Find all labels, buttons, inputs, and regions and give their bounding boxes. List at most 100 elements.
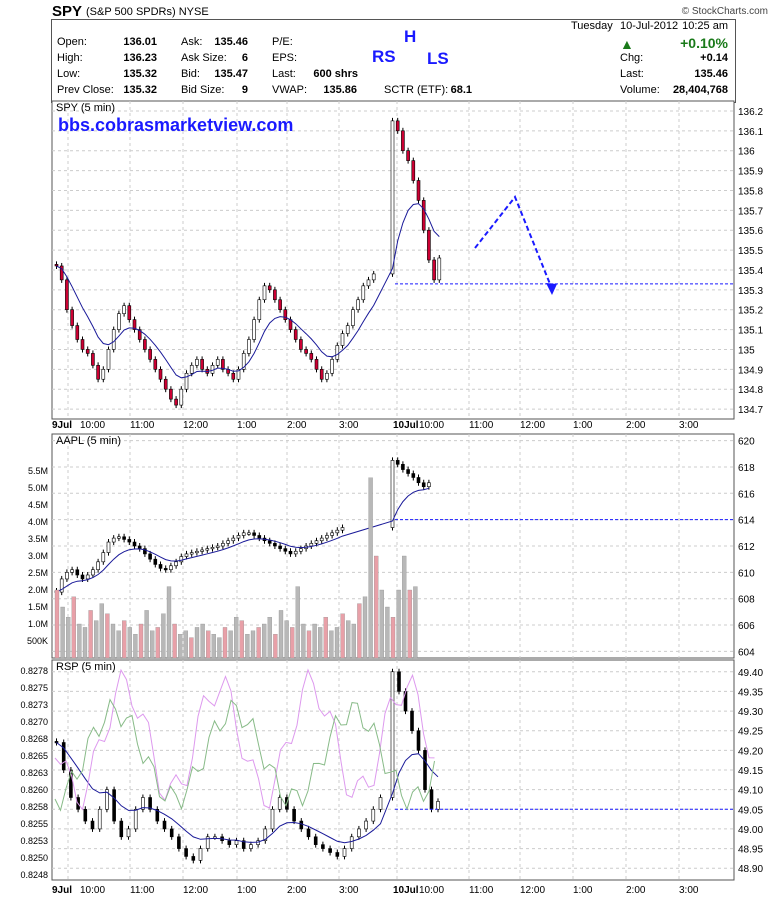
- volume-bar: [368, 477, 373, 659]
- y-tick-label: 604: [738, 647, 755, 658]
- candle: [210, 547, 215, 550]
- y-tick-label: 49.10: [738, 786, 763, 797]
- candle: [169, 828, 174, 838]
- x-tick-label: 1:00: [573, 885, 593, 896]
- candle: [90, 820, 95, 830]
- candle: [319, 537, 324, 542]
- candle: [132, 319, 137, 330]
- candle: [366, 279, 371, 287]
- y-tick-label: 620: [738, 437, 755, 448]
- candle: [163, 568, 168, 571]
- volume-bar: [116, 630, 121, 659]
- candle: [189, 552, 194, 555]
- y-tick-label: 135.1: [738, 326, 763, 337]
- arrow-head-icon: [546, 283, 557, 295]
- y-tick-label: 48.90: [738, 864, 763, 875]
- volume-bar: [256, 627, 261, 659]
- rs-label: RS: [372, 47, 396, 66]
- candle: [119, 820, 124, 838]
- volume-bar: [407, 589, 412, 659]
- candle: [153, 359, 158, 370]
- quote-label: Low:: [57, 68, 81, 80]
- candle: [421, 200, 426, 231]
- volume-bar: [77, 623, 82, 659]
- volume-bar: [323, 617, 328, 659]
- candle: [313, 836, 318, 845]
- volume-tick-label: 3.0M: [28, 551, 48, 561]
- candle: [195, 550, 199, 554]
- volume-bar: [239, 620, 244, 659]
- candle: [277, 797, 282, 810]
- quote-value: 136.01: [123, 36, 157, 48]
- website-watermark[interactable]: bbs.cobrasmarketview.com: [58, 115, 294, 135]
- x-tick-label: 11:00: [469, 885, 494, 896]
- volume-bar: [351, 623, 356, 659]
- volume-bar: [329, 630, 334, 659]
- volume-value: 28,404,768: [672, 84, 728, 96]
- volume-bar: [122, 620, 127, 659]
- x-tick-label: 9Jul: [52, 420, 72, 431]
- volume-bar: [346, 620, 351, 659]
- volume-bar: [105, 613, 110, 659]
- candle: [143, 548, 147, 555]
- candle: [236, 369, 241, 380]
- last-label: Last:: [620, 68, 644, 80]
- candle: [215, 359, 220, 366]
- x-tick-label: 1:00: [573, 420, 593, 431]
- brand-label[interactable]: © StockCharts.com: [681, 6, 768, 17]
- volume-bar: [127, 627, 132, 659]
- candle: [292, 808, 296, 822]
- rsp-left-tick-label: 0.8258: [20, 802, 48, 812]
- volume-bar: [60, 606, 65, 659]
- candle: [371, 808, 376, 822]
- volume-bar: [250, 630, 256, 659]
- quote-label: High:: [57, 52, 83, 64]
- volume-tick-label: 4.5M: [28, 500, 48, 510]
- candle: [97, 808, 102, 830]
- volume-bar: [228, 630, 233, 659]
- candle: [267, 285, 272, 291]
- candle: [429, 789, 434, 810]
- volume-tick-label: 1.0M: [28, 619, 48, 629]
- volume-bar: [183, 630, 188, 659]
- candle: [241, 353, 246, 370]
- time: 10:25 am: [682, 20, 728, 32]
- volume-bar: [194, 627, 200, 659]
- y-tick-label: 49.30: [738, 707, 763, 718]
- candle: [278, 299, 282, 310]
- candle: [70, 569, 74, 573]
- rsp-left-tick-label: 0.8268: [20, 734, 48, 744]
- y-tick-label: 608: [738, 595, 755, 606]
- x-tick-label: 9Jul: [52, 885, 72, 896]
- x-tick-label: 10:00: [419, 885, 444, 896]
- volume-tick-label: 2.0M: [28, 585, 48, 595]
- candle: [200, 359, 204, 370]
- quote-value: 9: [241, 84, 248, 96]
- candle: [390, 120, 395, 275]
- date: 10-Jul-2012: [620, 20, 679, 32]
- volume-bar: [166, 586, 172, 659]
- candle: [54, 264, 59, 267]
- candle: [91, 353, 95, 366]
- x-tick-label: 11:00: [130, 420, 155, 431]
- volume-bar: [390, 617, 396, 659]
- candle: [234, 840, 239, 845]
- candle: [411, 160, 416, 181]
- panel-title: SPY (5 min): [56, 102, 115, 114]
- candle: [416, 477, 421, 484]
- candle: [61, 742, 66, 771]
- y-tick-label: 135.2: [738, 306, 763, 317]
- candle: [169, 565, 173, 571]
- candle: [371, 273, 376, 281]
- candle: [158, 369, 163, 380]
- volume-bar: [138, 623, 144, 659]
- rsp-left-tick-label: 0.8275: [20, 683, 48, 693]
- up-arrow-icon: ▲: [620, 36, 634, 52]
- candle: [205, 836, 210, 849]
- candle: [191, 856, 196, 861]
- candle: [270, 808, 275, 830]
- candle: [231, 372, 236, 380]
- candle: [59, 265, 64, 281]
- volume-bar: [413, 586, 418, 659]
- candle: [221, 359, 225, 370]
